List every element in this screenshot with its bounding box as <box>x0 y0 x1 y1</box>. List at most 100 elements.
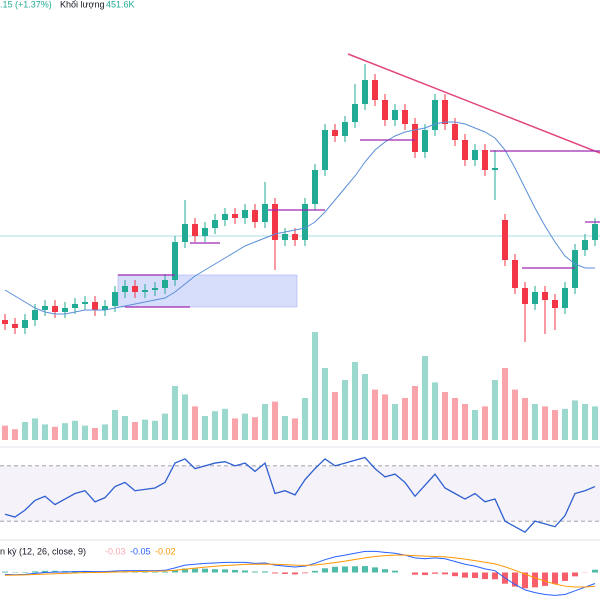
candle-body <box>452 124 458 140</box>
volume-value: 451.6K <box>106 0 135 9</box>
candle-body <box>142 290 148 292</box>
macd-histogram <box>412 573 418 575</box>
volume-bar <box>522 398 528 440</box>
macd-histogram <box>482 573 488 580</box>
volume-bar <box>492 380 498 440</box>
candle-body <box>322 130 328 170</box>
macd-histogram <box>232 570 238 573</box>
candle-body <box>162 280 168 288</box>
candle-body <box>222 214 228 220</box>
macd-histogram <box>552 573 558 584</box>
candle-body <box>192 224 198 236</box>
candle-body <box>412 124 418 152</box>
macd-histogram <box>452 573 458 577</box>
volume-bar <box>592 406 598 440</box>
macd-histogram <box>302 573 308 574</box>
volume-bar <box>12 429 18 440</box>
macd-histogram <box>392 571 398 573</box>
volume-bar <box>302 398 308 440</box>
volume-bar <box>352 362 358 440</box>
macd-histogram <box>212 569 218 572</box>
macd-readout: -0.05 <box>130 546 151 556</box>
macd-histogram <box>2 572 8 573</box>
candle-body <box>122 286 128 292</box>
macd-histogram <box>192 569 198 573</box>
candle-body <box>82 302 88 304</box>
candle-body <box>202 228 208 236</box>
volume-bar <box>72 421 78 440</box>
volume-bar <box>572 400 578 440</box>
candle-body <box>422 130 428 152</box>
candle-body <box>42 306 48 310</box>
volume-bar <box>32 418 38 440</box>
volume-label: Khối lượng <box>60 0 104 9</box>
candle-body <box>72 304 78 308</box>
volume-bar <box>332 392 338 440</box>
volume-bar <box>82 426 88 440</box>
volume-bar <box>362 374 368 440</box>
candle-body <box>32 310 38 320</box>
volume-bar <box>242 414 248 440</box>
macd-histogram <box>32 571 38 572</box>
volume-bar <box>2 426 8 440</box>
candle-body <box>432 100 438 130</box>
macd-readout: -0.02 <box>155 546 176 556</box>
candle-body <box>12 324 18 328</box>
macd-histogram <box>362 566 368 572</box>
candle-body <box>312 170 318 204</box>
volume-bar <box>122 416 128 440</box>
macd-histogram <box>372 567 378 572</box>
volume-bar <box>342 380 348 440</box>
candle-body <box>282 234 288 240</box>
volume-bar <box>152 421 158 440</box>
macd-histogram <box>422 573 428 576</box>
volume-bar <box>472 410 478 440</box>
volume-bar <box>192 406 198 440</box>
candle-body <box>382 100 388 120</box>
volume-bar <box>462 404 468 440</box>
volume-bar <box>422 356 428 440</box>
candle-body <box>232 214 238 218</box>
volume-bar <box>482 406 488 440</box>
macd-histogram <box>462 573 468 578</box>
candle-body <box>52 306 58 312</box>
macd-histogram <box>432 573 438 574</box>
candle-body <box>582 240 588 250</box>
macd-histogram <box>162 572 168 573</box>
volume-bar <box>582 404 588 440</box>
macd-histogram <box>562 573 568 581</box>
candle-body <box>332 130 338 136</box>
candle-body <box>512 260 518 288</box>
candle-body <box>2 320 8 324</box>
candle-body <box>492 168 498 170</box>
candle-body <box>262 204 268 222</box>
volume-bar <box>502 368 508 440</box>
macd-histogram <box>472 573 478 579</box>
volume-bar <box>512 390 518 440</box>
macd-histogram <box>262 571 268 572</box>
candle-body <box>62 308 68 312</box>
volume-bar <box>442 392 448 440</box>
candle-body <box>462 140 468 160</box>
candle-body <box>252 210 258 222</box>
volume-bar <box>312 332 318 440</box>
macd-histogram <box>342 566 348 572</box>
volume-bar <box>292 418 298 440</box>
volume-bar <box>432 382 438 440</box>
volume-bar <box>552 410 558 440</box>
volume-bar <box>412 386 418 440</box>
macd-histogram <box>572 573 578 577</box>
candle-body <box>472 150 478 160</box>
volume-bar <box>62 423 68 440</box>
volume-bar <box>402 398 408 440</box>
rsi-band <box>0 466 600 521</box>
candle-body <box>352 104 358 122</box>
macd-histogram <box>282 573 288 574</box>
macd-histogram <box>332 567 338 573</box>
volume-bar <box>142 420 148 440</box>
volume-bar <box>562 409 568 440</box>
volume-bar <box>322 368 328 440</box>
candle-body <box>182 224 188 242</box>
macd-histogram <box>382 569 388 572</box>
